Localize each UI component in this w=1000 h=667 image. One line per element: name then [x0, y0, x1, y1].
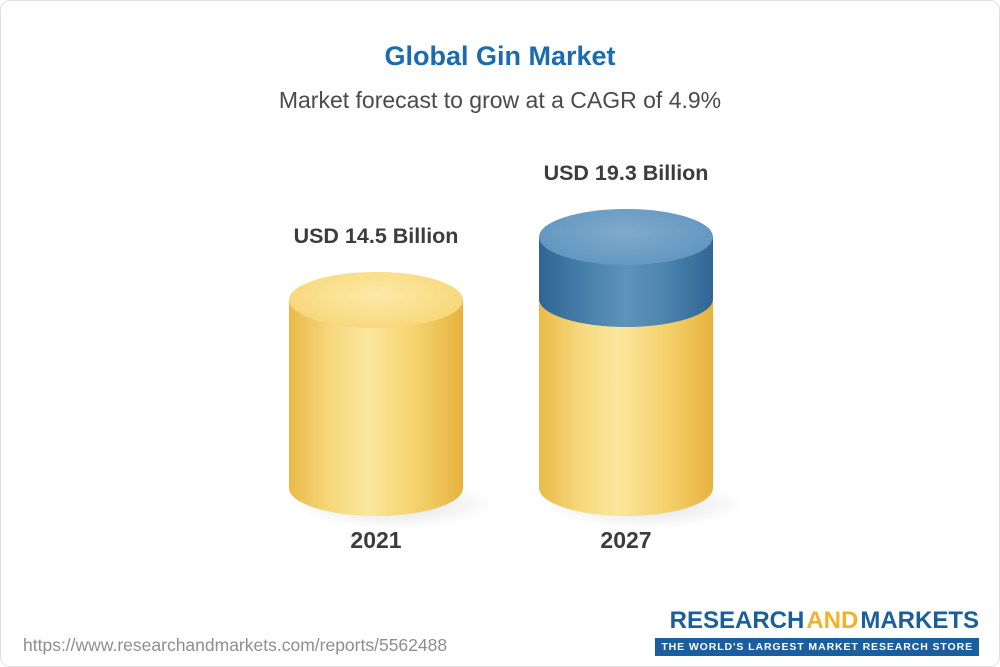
research-and-markets-logo: RESEARCHANDMARKETS THE WORLD'S LARGEST M…: [655, 607, 979, 656]
value-label-2021: USD 14.5 Billion: [293, 223, 459, 248]
value-label-2027: USD 19.3 Billion: [543, 161, 709, 186]
logo-word-research: RESEARCH: [669, 607, 805, 634]
source-url: https://www.researchandmarkets.com/repor…: [23, 635, 448, 655]
bar-group-2027: USD 19.3 Billion 2027: [539, 1, 749, 621]
bar-2021-cylinder-body: [289, 299, 463, 516]
bar-2027-base-segment: [539, 299, 713, 516]
logo-wordmark: RESEARCHANDMARKETS: [655, 607, 979, 635]
year-label-2027: 2027: [600, 527, 652, 553]
logo-tagline: THE WORLD'S LARGEST MARKET RESEARCH STOR…: [655, 638, 979, 656]
page-title: Global Gin Market: [384, 41, 616, 71]
logo-word-markets: MARKETS: [860, 607, 979, 634]
chart-subtitle: Market forecast to grow at a CAGR of 4.9…: [278, 87, 722, 113]
bar-group-2021: USD 14.5 Billion 2021: [289, 1, 499, 621]
bar-2027-cylinder-top: [539, 209, 713, 266]
bar-2021-cylinder-top: [289, 271, 463, 328]
year-label-2021: 2021: [350, 527, 402, 553]
logo-word-and: AND: [806, 607, 859, 634]
